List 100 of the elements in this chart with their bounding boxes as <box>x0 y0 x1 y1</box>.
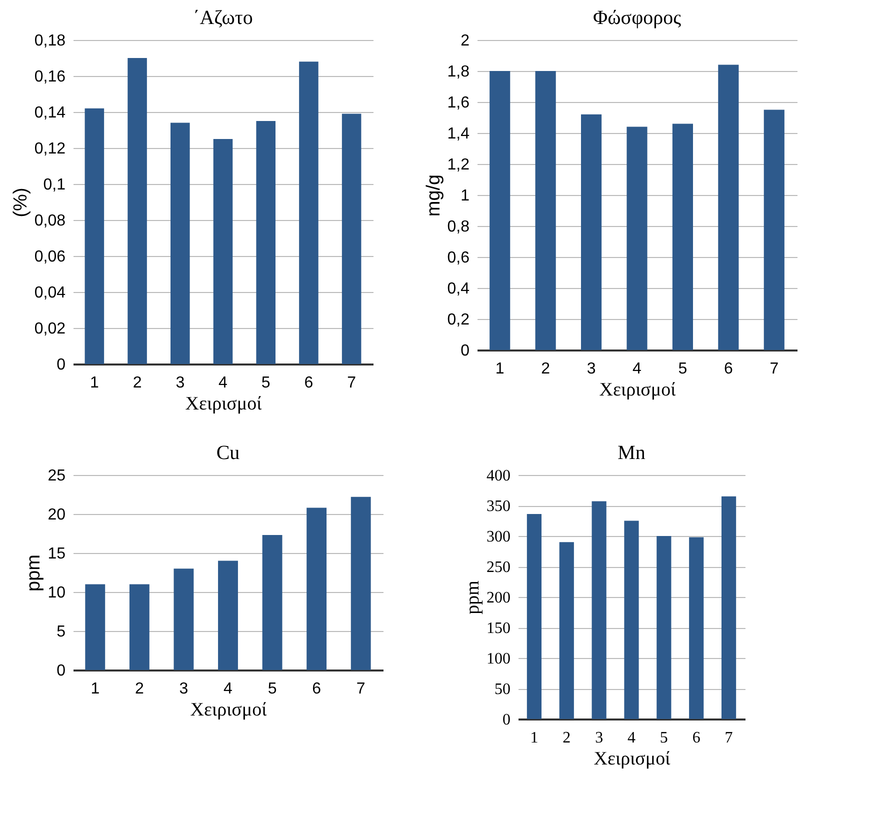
y-tick-label: 0,12 <box>34 140 66 158</box>
x-tick-label: 2 <box>562 730 571 746</box>
bar <box>689 537 704 719</box>
bar <box>262 535 282 670</box>
y-tick-label: 0,18 <box>34 32 66 50</box>
bar <box>218 560 238 670</box>
x-axis-title: Χειρισμοί <box>190 700 268 720</box>
bar <box>721 496 736 719</box>
bar <box>170 122 190 364</box>
y-tick-label: 150 <box>486 620 510 637</box>
x-tick-label: 3 <box>176 374 185 392</box>
x-tick-label: 7 <box>770 360 779 378</box>
y-tick-label: 200 <box>486 590 510 606</box>
x-axis-title: Χειρισμοί <box>185 394 263 414</box>
bar <box>490 71 510 350</box>
bar <box>526 514 542 719</box>
bar <box>559 542 574 719</box>
y-axis-title: ppm <box>24 554 45 592</box>
bar <box>85 584 106 670</box>
y-tick-label: 0 <box>56 356 66 374</box>
bar <box>306 508 327 670</box>
y-tick-label: 0,8 <box>447 218 470 236</box>
x-tick-label: 3 <box>595 730 604 746</box>
bar <box>535 71 556 350</box>
bar <box>213 139 233 364</box>
x-tick-label: 1 <box>90 374 99 392</box>
y-tick-label: 400 <box>486 468 510 484</box>
y-axis-title: ppm <box>462 580 484 614</box>
bar <box>592 501 606 719</box>
x-tick-label: 5 <box>268 680 277 698</box>
bar <box>581 114 602 350</box>
x-tick-label: 7 <box>356 680 366 698</box>
x-tick-label: 5 <box>261 374 270 392</box>
y-tick-label: 25 <box>48 468 66 484</box>
y-tick-label: 10 <box>48 584 66 602</box>
x-tick-label: 1 <box>530 730 538 746</box>
y-axis-title: mg/g <box>423 174 444 217</box>
y-tick-label: 100 <box>486 650 510 668</box>
y-tick-label: 20 <box>48 506 66 524</box>
x-tick-label: 5 <box>678 360 688 378</box>
x-axis-title: Χειρισμοί <box>599 380 677 400</box>
y-tick-label: 0,14 <box>34 104 66 122</box>
x-tick-label: 6 <box>724 360 733 378</box>
x-tick-label: 7 <box>724 730 733 746</box>
chart-title: Mn <box>618 442 646 464</box>
chart-title: Φώσφορος <box>592 7 682 29</box>
y-tick-label: 0 <box>56 662 66 680</box>
x-tick-label: 1 <box>90 680 100 698</box>
bar <box>624 520 639 719</box>
x-tick-label: 4 <box>218 374 228 392</box>
y-tick-label: 5 <box>56 624 66 640</box>
x-tick-label: 4 <box>632 360 642 378</box>
y-tick-label: 15 <box>48 546 66 562</box>
bar <box>128 58 147 364</box>
bar <box>718 64 739 350</box>
x-axis-title: Χειρισμοί <box>594 748 672 770</box>
x-tick-label: 2 <box>132 374 142 392</box>
x-tick-label: 3 <box>179 680 188 698</box>
x-tick-label: 4 <box>224 680 233 698</box>
bar <box>764 110 784 350</box>
bar <box>342 114 362 364</box>
x-tick-label: 3 <box>586 360 596 378</box>
x-tick-label: 6 <box>312 680 322 698</box>
bar <box>626 126 648 350</box>
y-tick-label: 0 <box>502 712 510 728</box>
x-tick-label: 4 <box>628 730 636 746</box>
y-tick-label: 0,1 <box>43 176 66 194</box>
x-tick-label: 2 <box>134 680 144 698</box>
chart-title: Cu <box>216 442 240 464</box>
y-tick-label: 0 <box>460 342 470 360</box>
bar <box>84 108 104 364</box>
bar <box>129 584 150 670</box>
y-tick-label: 0,16 <box>34 68 66 86</box>
y-tick-label: 0,2 <box>447 312 470 328</box>
y-tick-label: 0,04 <box>34 284 66 302</box>
y-tick-label: 1 <box>460 188 470 204</box>
bar <box>656 536 672 719</box>
x-tick-label: 2 <box>541 360 550 378</box>
chart-title: ΄Αζωτο <box>193 7 253 29</box>
y-tick-label: 0,6 <box>447 250 470 266</box>
x-tick-label: 7 <box>347 374 356 392</box>
bar <box>256 121 276 364</box>
x-tick-label: 5 <box>660 730 668 746</box>
bar <box>174 568 194 670</box>
y-tick-label: 2 <box>460 32 470 50</box>
bar <box>672 124 693 350</box>
y-tick-label: 1,4 <box>447 126 470 142</box>
y-tick-label: 0,4 <box>447 280 470 298</box>
x-tick-label: 6 <box>304 374 314 392</box>
y-axis-title: (%) <box>10 188 32 218</box>
y-tick-label: 0,06 <box>34 248 66 266</box>
y-tick-label: 50 <box>494 681 510 698</box>
bar <box>350 496 371 670</box>
y-tick-label: 1,6 <box>447 94 470 112</box>
y-tick-label: 0,08 <box>34 212 66 230</box>
y-tick-label: 1,2 <box>447 156 470 174</box>
x-tick-label: 6 <box>692 730 700 746</box>
y-tick-label: 250 <box>486 559 510 576</box>
bar <box>299 62 318 364</box>
y-tick-label: 300 <box>486 528 510 546</box>
